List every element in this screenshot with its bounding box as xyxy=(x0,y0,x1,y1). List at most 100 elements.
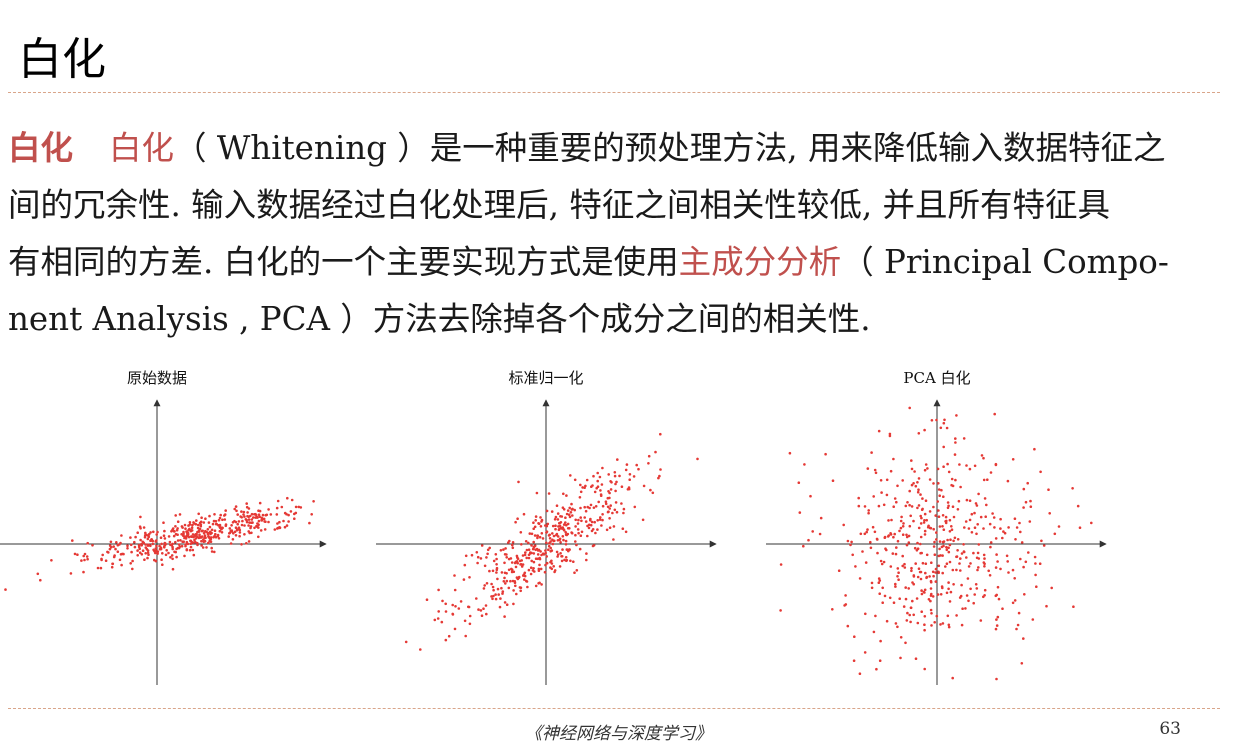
scatter-point xyxy=(659,468,662,471)
scatter-point xyxy=(568,506,571,510)
scatter-point xyxy=(975,587,979,590)
scatter-point xyxy=(961,607,964,610)
scatter-point xyxy=(584,509,588,513)
scatter-point xyxy=(174,514,177,517)
scatter-point xyxy=(286,496,289,500)
scatter-title: 标准归一化 xyxy=(508,369,583,387)
scatter-point xyxy=(902,605,906,608)
scatter-point xyxy=(578,496,582,499)
scatter-point xyxy=(511,541,515,544)
scatter-point xyxy=(4,588,7,591)
scatter-point xyxy=(82,570,85,574)
scatter-point xyxy=(504,547,507,550)
scatter-point xyxy=(953,536,957,540)
scatter-point xyxy=(931,595,935,598)
scatter-point xyxy=(218,529,222,533)
scatter-point xyxy=(930,561,933,564)
scatter-point xyxy=(949,590,953,594)
scatter-point xyxy=(36,572,40,576)
scatter-point xyxy=(956,549,959,552)
scatter-point xyxy=(195,519,198,522)
scatter-point xyxy=(551,532,554,535)
scatter-point xyxy=(545,561,549,565)
scatter-point xyxy=(451,613,455,616)
scatter-point xyxy=(163,537,167,540)
scatter-point xyxy=(485,582,489,585)
scatter-point xyxy=(1038,562,1042,565)
scatter-point xyxy=(228,531,232,535)
scatter-point xyxy=(579,483,582,487)
scatter-point xyxy=(82,554,85,558)
scatter-point xyxy=(491,585,495,589)
scatter-point xyxy=(976,568,979,572)
scatter-point xyxy=(934,514,937,517)
pca-highlight: 主成分分析 xyxy=(678,243,842,281)
scatter-point xyxy=(992,516,996,519)
scatter-point xyxy=(534,584,538,588)
scatter-point xyxy=(255,524,258,528)
scatter-point xyxy=(946,501,950,504)
scatter-point xyxy=(890,518,893,522)
scatter-point xyxy=(503,576,506,580)
scatter-point xyxy=(932,545,936,548)
scatter-point xyxy=(235,528,239,532)
scatter-point xyxy=(1071,487,1074,490)
scatter-point xyxy=(566,532,570,536)
scatter-point xyxy=(554,527,557,531)
scatter-point xyxy=(973,526,977,529)
scatter-point xyxy=(254,516,257,519)
scatter-point xyxy=(260,518,263,522)
scatter-point xyxy=(613,471,617,474)
scatter-point xyxy=(583,505,586,509)
scatter-point xyxy=(276,499,280,503)
scatter-point xyxy=(160,542,163,546)
scatter-point xyxy=(797,481,801,484)
scatter-point xyxy=(214,519,218,523)
scatter-point xyxy=(934,567,938,571)
scatter-point xyxy=(964,607,967,610)
scatter-point xyxy=(883,536,887,539)
scatter-point xyxy=(637,467,640,471)
scatter-point xyxy=(864,612,867,616)
scatter-point xyxy=(907,534,911,538)
scatter-point xyxy=(867,511,870,515)
scatter-point xyxy=(287,520,290,523)
scatter-point xyxy=(937,515,941,518)
scatter-point xyxy=(608,517,611,520)
scatter-point xyxy=(494,553,498,556)
scatter-point xyxy=(453,574,456,577)
scatter-point xyxy=(555,504,559,507)
scatter-point xyxy=(948,543,952,547)
scatter-point xyxy=(276,527,279,530)
scatter-point xyxy=(940,488,943,492)
scatter-point xyxy=(649,488,652,492)
scatter-point xyxy=(877,429,881,433)
scatter-point xyxy=(575,569,579,572)
scatter-point xyxy=(463,619,467,623)
scatter-point xyxy=(243,524,246,527)
scatter-point xyxy=(162,534,166,537)
scatter-point xyxy=(939,593,943,596)
scatter-point xyxy=(960,552,964,555)
scatter-point xyxy=(278,520,281,524)
scatter-point xyxy=(562,492,565,496)
scatter-point xyxy=(564,543,568,546)
scatter-point xyxy=(179,539,182,542)
scatter-point xyxy=(930,419,934,422)
scatter-point xyxy=(108,547,112,551)
scatter-point xyxy=(1022,487,1026,491)
scatter-point xyxy=(468,576,471,579)
scatter-plots-svg: 原始数据 标准归一化 PCA 白化 xyxy=(0,369,1107,685)
scatter-point xyxy=(545,555,548,558)
scatter-point xyxy=(176,520,180,523)
scatter-point xyxy=(197,536,201,540)
scatter-point xyxy=(147,532,151,536)
scatter-point xyxy=(138,547,141,551)
scatter-point xyxy=(924,562,928,565)
scatter-point xyxy=(945,548,949,552)
scatter-point xyxy=(516,557,520,560)
scatter-point xyxy=(110,565,114,569)
scatter-point xyxy=(999,517,1002,521)
scatter-point xyxy=(598,518,602,521)
scatter-point xyxy=(527,568,531,572)
